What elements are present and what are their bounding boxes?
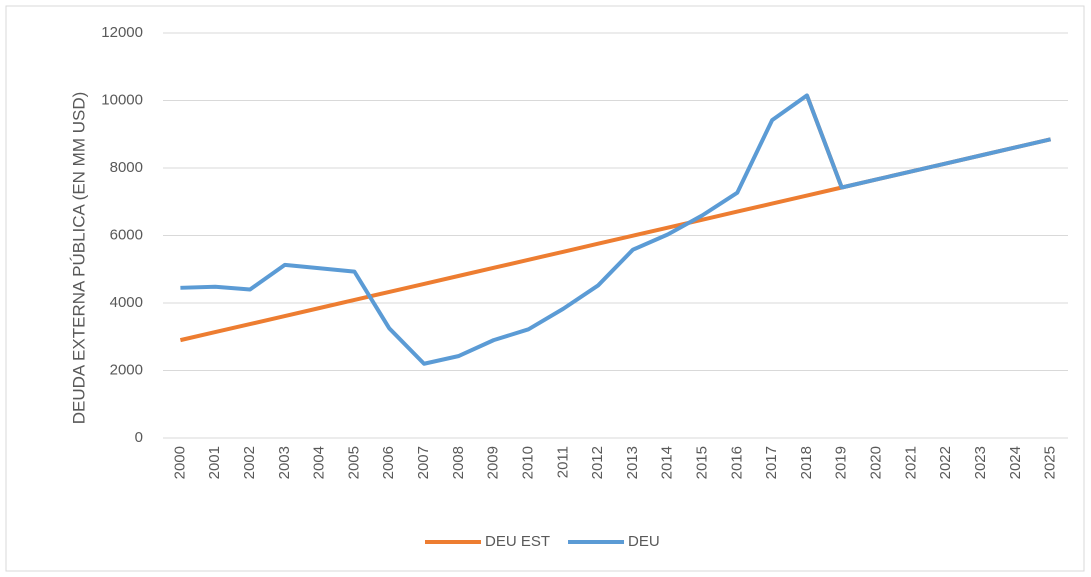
- x-tick-label: 2016: [728, 446, 745, 479]
- y-tick-label: 2000: [110, 361, 143, 378]
- x-tick-label: 2008: [450, 446, 467, 479]
- y-tick-label: 12000: [101, 24, 143, 41]
- x-tick-label: 2004: [311, 446, 328, 479]
- y-tick-label: 0: [135, 429, 143, 446]
- y-tick-label: 8000: [110, 159, 143, 176]
- x-tick-label: 2002: [241, 446, 258, 479]
- x-tick-label: 2010: [519, 446, 536, 479]
- x-tick-label: 2000: [171, 446, 188, 479]
- x-tick-label: 2001: [206, 446, 223, 479]
- x-tick-label: 2009: [485, 446, 502, 479]
- x-tick-label: 2024: [1007, 446, 1024, 479]
- x-tick-label: 2022: [937, 446, 954, 479]
- x-tick-label: 2007: [415, 446, 432, 479]
- y-tick-label: 10000: [101, 91, 143, 108]
- x-tick-label: 2018: [798, 446, 815, 479]
- y-axis-title: DEUDA EXTERNA PÚBLICA (EN MM USD): [69, 92, 88, 425]
- y-tick-label: 6000: [110, 226, 143, 243]
- x-tick-label: 2023: [972, 446, 989, 479]
- x-tick-label: 2014: [659, 446, 676, 479]
- x-tick-label: 2013: [624, 446, 641, 479]
- x-tick-label: 2025: [1042, 446, 1059, 479]
- x-tick-label: 2020: [868, 446, 885, 479]
- x-tick-label: 2015: [693, 446, 710, 479]
- x-tick-label: 2019: [833, 446, 850, 479]
- legend-label: DEU: [628, 533, 660, 550]
- x-tick-label: 2017: [763, 446, 780, 479]
- chart-border: [5, 5, 1085, 572]
- y-tick-label: 4000: [110, 294, 143, 311]
- legend-label: DEU EST: [485, 533, 550, 550]
- x-tick-label: 2021: [902, 446, 919, 479]
- x-tick-label: 2011: [554, 446, 571, 478]
- x-tick-label: 2006: [380, 446, 397, 479]
- x-tick-label: 2003: [276, 446, 293, 479]
- x-tick-label: 2005: [345, 446, 362, 479]
- x-tick-label: 2012: [589, 446, 606, 479]
- line-series: [180, 93, 1052, 366]
